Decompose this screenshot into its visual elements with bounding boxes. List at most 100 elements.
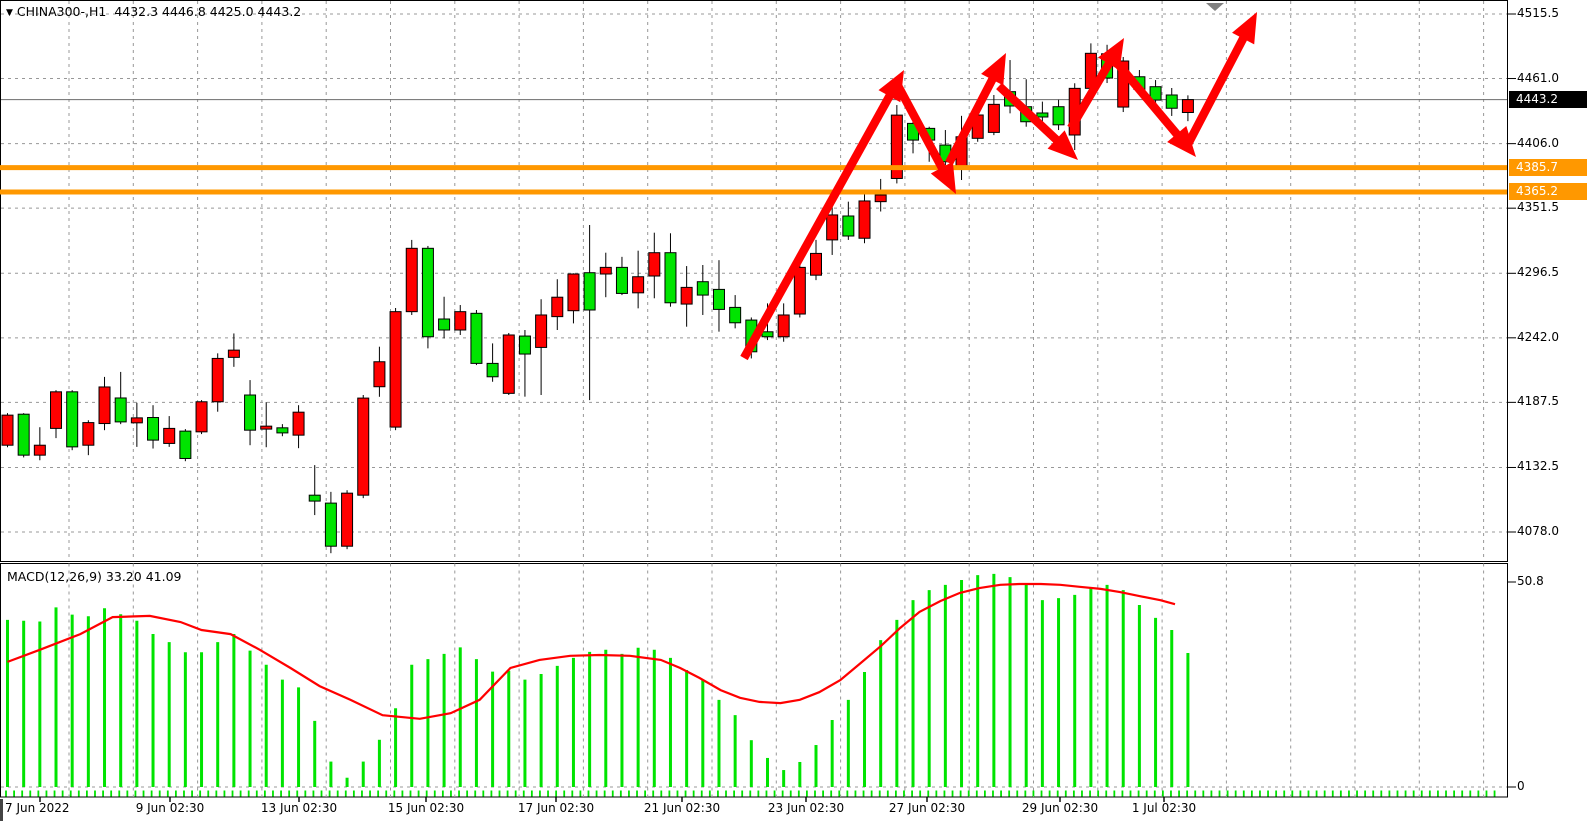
- trend-arrow-shaft: [996, 82, 1065, 149]
- candle-body: [599, 266, 612, 275]
- date-axis-label: 15 Jun 02:30: [387, 801, 465, 815]
- symbol-dropdown-icon[interactable]: ▼: [6, 8, 13, 18]
- candle-body: [567, 273, 580, 312]
- candle-body: [1181, 99, 1194, 114]
- symbol-ohlc-header: ▼ CHINA300-,H1 4432.3 4446.8 4425.0 4443.…: [6, 4, 302, 19]
- trend-arrow-shaft: [1114, 61, 1186, 143]
- quote-low: 4425.0: [209, 4, 254, 19]
- candle-body: [632, 276, 645, 294]
- trend-arrow-shaft: [1182, 29, 1251, 150]
- candle-body: [1, 414, 14, 446]
- trend-arrow-head: [1232, 12, 1257, 45]
- candle-body: [454, 311, 467, 331]
- candle-body: [680, 286, 693, 305]
- candle-body: [211, 357, 224, 403]
- candle-body: [987, 103, 1000, 133]
- candle-body: [357, 397, 370, 496]
- candle-body: [761, 331, 774, 338]
- candle-body: [17, 413, 30, 456]
- window-grip: [0, 799, 3, 821]
- candle-body: [1165, 94, 1178, 109]
- candle-body: [66, 391, 79, 448]
- candle-body: [147, 417, 160, 441]
- date-axis-label: 21 Jun 02:30: [643, 801, 721, 815]
- level-price-box: 4385.7: [1509, 159, 1587, 177]
- candle-body: [535, 314, 548, 348]
- current-price-box: 4443.2: [1509, 91, 1587, 109]
- candle-body: [33, 444, 46, 456]
- scroll-marker-icon[interactable]: [1206, 3, 1224, 11]
- candle-body: [696, 281, 709, 296]
- candle-body: [858, 200, 871, 239]
- candle-body: [179, 430, 192, 459]
- date-axis-label: 23 Jun 02:30: [767, 801, 845, 815]
- candle-body: [518, 335, 531, 355]
- candle-body: [227, 349, 240, 358]
- trend-arrow-head: [1098, 38, 1124, 71]
- candle-body: [130, 417, 143, 424]
- date-axis-label: 27 Jun 02:30: [888, 801, 966, 815]
- candle-body: [276, 427, 289, 434]
- candle-body: [583, 272, 596, 311]
- candle-body: [389, 311, 402, 428]
- macd-axis-label: 50.8: [1517, 574, 1544, 588]
- time-grid-ticks: [5, 790, 1496, 797]
- candle-body: [50, 391, 63, 429]
- macd-main-value: 33.20: [105, 569, 142, 584]
- price-axis-label: 4187.5: [1517, 394, 1559, 409]
- price-axis-label: 4296.5: [1517, 265, 1559, 280]
- level-price-box: 4365.2: [1509, 183, 1587, 201]
- price-axis-label: 4461.0: [1517, 70, 1559, 85]
- price-axis-label: 4406.0: [1517, 135, 1559, 150]
- macd-axis-label: 0: [1517, 779, 1525, 793]
- quote-close: 4443.2: [257, 4, 302, 19]
- candle-body: [1036, 112, 1049, 118]
- candle-body: [842, 215, 855, 237]
- price-axis-label: 4515.5: [1517, 6, 1559, 20]
- candle-body: [114, 397, 127, 423]
- candle-body: [438, 318, 451, 331]
- timeframe-label: H1: [89, 4, 107, 19]
- candle-body: [324, 502, 337, 547]
- trend-arrow-shaft: [740, 87, 898, 361]
- candle-body: [551, 296, 564, 318]
- candle-body: [615, 266, 628, 294]
- date-axis-label: 29 Jun 02:30: [1021, 801, 1099, 815]
- trend-arrow-shaft: [892, 79, 950, 177]
- macd-signal-line: [7, 582, 1176, 720]
- candle-body: [486, 362, 499, 378]
- candle-body: [98, 386, 111, 425]
- candle-body: [664, 252, 677, 304]
- candle-body: [502, 334, 515, 394]
- candle-body: [793, 266, 806, 315]
- candle-body: [826, 214, 839, 241]
- candle-body: [195, 401, 208, 433]
- candle-body: [163, 427, 176, 444]
- date-axis-label: 17 Jun 02:30: [517, 801, 595, 815]
- quote-high: 4446.8: [162, 4, 206, 19]
- price-axis-label: 4242.0: [1517, 329, 1559, 344]
- macd-indicator-label: MACD(12,26,9) 33.20 41.09: [7, 569, 182, 584]
- candle-body: [648, 252, 661, 277]
- quote-open: 4432.3: [114, 4, 159, 19]
- trend-arrow-head: [1047, 130, 1078, 160]
- candle-body: [421, 247, 434, 338]
- candle-body: [405, 247, 418, 313]
- candle-body: [729, 306, 742, 324]
- candle-body: [712, 288, 725, 310]
- candle-body: [373, 361, 386, 388]
- candle-body: [82, 422, 95, 446]
- macd-signal-value: 41.09: [145, 569, 182, 584]
- trend-arrow-shaft: [1067, 54, 1117, 131]
- trend-arrow-head: [981, 53, 1006, 86]
- candle-body: [308, 494, 321, 502]
- macd-pane-border: [0, 563, 1508, 798]
- trend-arrow-head: [878, 70, 904, 103]
- candle-body: [292, 411, 305, 436]
- grid-lines: [1, 1, 1507, 797]
- candle-body: [341, 492, 354, 547]
- candle-body: [470, 312, 483, 364]
- candle-body: [1117, 60, 1130, 108]
